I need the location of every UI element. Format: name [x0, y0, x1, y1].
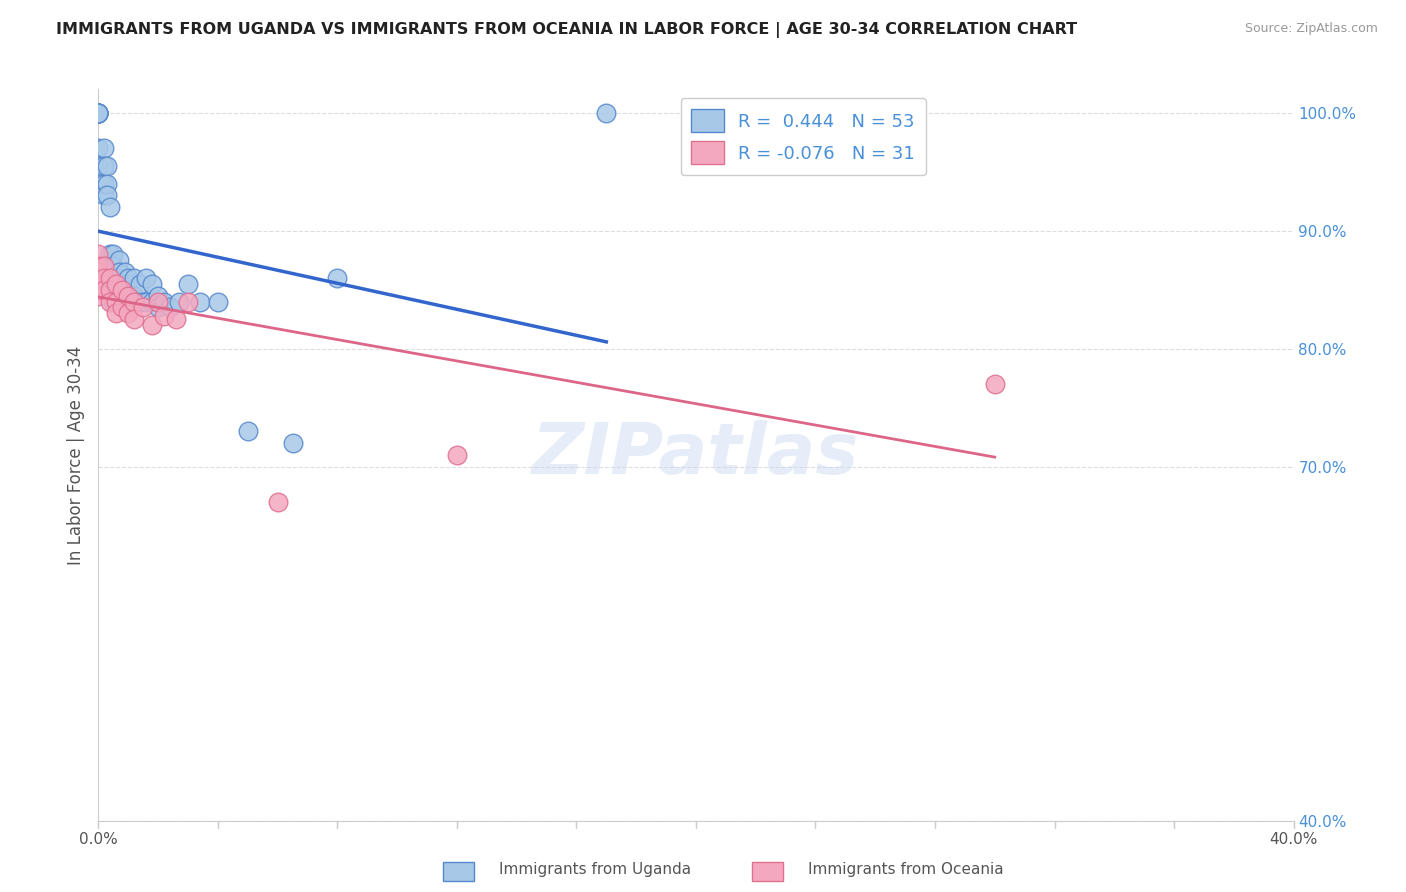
Point: [93, 259, 115, 273]
Point: [129, 277, 152, 291]
Point: [87, 159, 110, 173]
Point: [87, 283, 110, 297]
Point: [114, 277, 136, 291]
Point: [87, 277, 110, 291]
Point: [984, 377, 1007, 392]
Point: [87, 271, 110, 285]
Point: [153, 294, 176, 309]
Point: [326, 271, 349, 285]
Point: [141, 294, 163, 309]
Point: [177, 294, 200, 309]
Point: [114, 265, 136, 279]
Point: [100, 271, 122, 285]
Point: [87, 105, 110, 120]
Text: Source: ZipAtlas.com: Source: ZipAtlas.com: [1244, 22, 1378, 36]
Point: [117, 288, 139, 302]
Point: [111, 301, 134, 315]
Point: [124, 288, 146, 302]
Point: [87, 105, 110, 120]
Point: [87, 259, 110, 273]
Point: [96, 177, 118, 191]
Point: [100, 294, 122, 309]
Point: [87, 288, 110, 302]
Text: ZIPatlas: ZIPatlas: [533, 420, 859, 490]
Point: [267, 495, 290, 509]
Point: [159, 301, 181, 315]
Point: [87, 105, 110, 120]
Point: [595, 105, 617, 120]
Point: [124, 271, 146, 285]
Point: [96, 188, 118, 202]
Point: [117, 294, 139, 309]
Point: [148, 288, 170, 302]
Point: [93, 159, 115, 173]
Text: Immigrants from Uganda: Immigrants from Uganda: [499, 863, 692, 877]
Point: [105, 277, 128, 291]
Point: [96, 159, 118, 173]
Point: [103, 271, 125, 285]
Point: [93, 177, 115, 191]
Point: [103, 259, 125, 273]
Point: [87, 105, 110, 120]
Point: [100, 271, 122, 285]
Text: Immigrants from Oceania: Immigrants from Oceania: [808, 863, 1004, 877]
Point: [124, 312, 146, 326]
Point: [117, 271, 139, 285]
Text: IMMIGRANTS FROM UGANDA VS IMMIGRANTS FROM OCEANIA IN LABOR FORCE | AGE 30-34 COR: IMMIGRANTS FROM UGANDA VS IMMIGRANTS FRO…: [56, 22, 1077, 38]
Point: [87, 105, 110, 120]
Point: [135, 294, 157, 309]
Point: [100, 247, 122, 261]
Point: [87, 105, 110, 120]
Point: [103, 294, 125, 309]
Point: [108, 253, 131, 268]
Point: [100, 259, 122, 273]
Point: [188, 294, 211, 309]
Point: [148, 301, 170, 315]
Point: [100, 283, 122, 297]
Point: [165, 312, 187, 326]
Point: [117, 306, 139, 320]
Point: [93, 271, 115, 285]
Point: [87, 105, 110, 120]
Y-axis label: In Labor Force | Age 30-34: In Labor Force | Age 30-34: [66, 345, 84, 565]
Point: [167, 294, 190, 309]
Point: [177, 277, 200, 291]
Point: [132, 301, 155, 315]
Point: [87, 247, 110, 261]
Point: [148, 294, 170, 309]
Point: [117, 283, 139, 297]
Point: [105, 306, 128, 320]
Point: [111, 283, 134, 297]
Point: [281, 436, 304, 450]
Point: [87, 141, 110, 155]
Point: [446, 448, 468, 462]
Point: [236, 425, 259, 439]
Point: [87, 265, 110, 279]
Point: [141, 277, 163, 291]
Point: [93, 188, 115, 202]
Point: [129, 294, 152, 309]
Point: [87, 105, 110, 120]
Point: [105, 294, 128, 309]
Point: [93, 141, 115, 155]
Point: [93, 283, 115, 297]
Point: [100, 200, 122, 214]
Point: [103, 247, 125, 261]
Point: [108, 277, 131, 291]
Point: [207, 294, 229, 309]
Point: [124, 294, 146, 309]
Legend: R =  0.444   N = 53, R = -0.076   N = 31: R = 0.444 N = 53, R = -0.076 N = 31: [681, 98, 927, 176]
Point: [141, 318, 163, 333]
Point: [135, 271, 157, 285]
Point: [108, 265, 131, 279]
Point: [153, 309, 176, 323]
